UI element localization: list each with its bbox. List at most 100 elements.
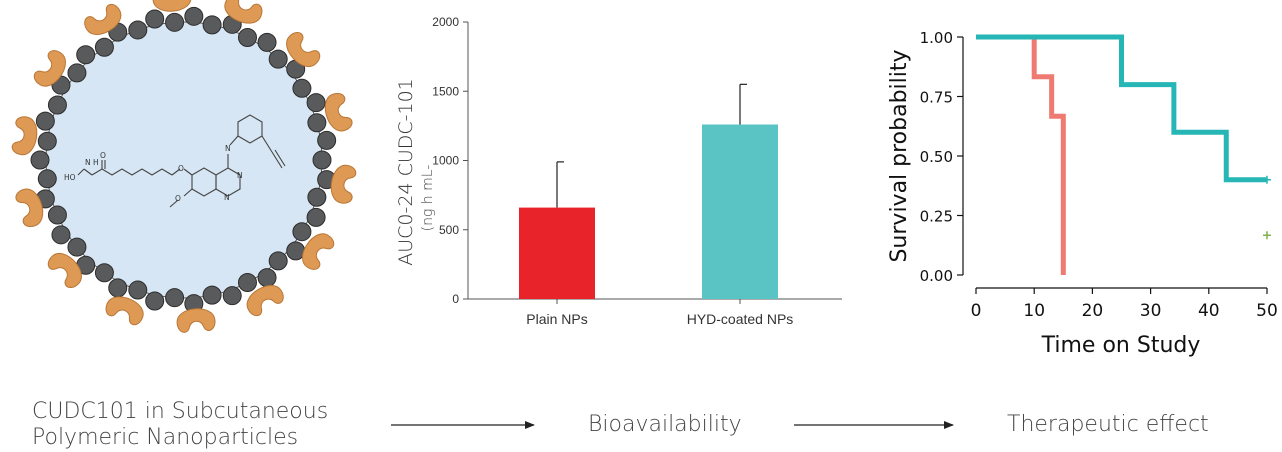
km-x-tick-label: 50 xyxy=(1256,301,1278,321)
coating-unit xyxy=(11,116,38,156)
shell-bead xyxy=(257,32,277,52)
bar-x-tick-label: HYD-coated NPs xyxy=(687,311,794,327)
mol-label-n-amine: N xyxy=(225,144,231,153)
coating-unit-shape xyxy=(84,3,122,35)
cudc101-structure xyxy=(77,114,286,208)
ether-bond-2 xyxy=(183,168,193,176)
km-x-tick-label: 40 xyxy=(1198,301,1220,321)
caption-step1-line2: Polymeric Nanoparticles xyxy=(32,425,299,450)
km-x-tick-label: 30 xyxy=(1140,301,1162,321)
km-x-tick-label: 20 xyxy=(1082,301,1104,321)
shell-bead xyxy=(286,241,306,261)
mol-label-nh: N H xyxy=(85,158,99,167)
coating-unit xyxy=(47,253,82,288)
bar-chart-ylabel-units: (ng h mL- xyxy=(420,165,436,232)
shell-bead xyxy=(35,111,55,131)
ethynyl-bond xyxy=(261,135,273,153)
shell-bead xyxy=(257,268,277,288)
shell-bead xyxy=(268,49,288,69)
shell-bead xyxy=(37,131,57,151)
ethynyl-triple-1 xyxy=(271,151,283,169)
coating-unit-shape xyxy=(224,0,263,24)
shell-bead xyxy=(51,225,71,245)
coating-unit xyxy=(152,0,192,12)
methoxy-bond-2 xyxy=(169,199,179,208)
mol-label-n-ring2: N xyxy=(224,193,230,202)
survival-chart-axes: 0.00 0.25 0.50 0.75 1.00 0 10 20 30 40 50 xyxy=(920,29,1278,321)
shell-bead xyxy=(222,286,242,306)
km-y-tick-label: 1.00 xyxy=(920,29,953,47)
shell-bead xyxy=(306,207,326,227)
coating-unit xyxy=(105,296,144,326)
coating-unit xyxy=(224,0,263,24)
bar-x-tick-label: Plain NPs xyxy=(526,311,587,327)
shell-bead xyxy=(165,288,185,308)
shell-bead xyxy=(268,251,288,271)
caption-step2: Bioavailability xyxy=(588,412,742,437)
km-x-tick-label: 0 xyxy=(971,301,982,321)
coating-unit-shape xyxy=(105,296,144,326)
coating-unit xyxy=(15,188,44,228)
km-y-tick-label: 0.75 xyxy=(920,89,953,107)
ho-bond xyxy=(77,168,85,176)
bar-y-tick-label: 1500 xyxy=(432,84,459,98)
coating-unit xyxy=(84,3,122,35)
km-x-tick-label: 10 xyxy=(1023,301,1045,321)
bar-chart-axes: 0 500 1000 1500 2000 Plain NPs HYD-coated NPs xyxy=(432,15,842,327)
shell-bead xyxy=(165,12,185,32)
shell-bead xyxy=(307,187,327,207)
shell-bead xyxy=(128,20,148,40)
coating-unit-shape xyxy=(152,0,192,12)
shell-bead xyxy=(145,291,165,311)
shell-bead xyxy=(128,280,148,300)
shell-bead xyxy=(94,263,114,283)
shell-bead xyxy=(67,237,87,257)
survival-chart: 0.00 0.25 0.50 0.75 1.00 0 10 20 30 40 50 Survival… xyxy=(887,29,1278,358)
shell-bead xyxy=(108,278,128,298)
survival-chart-ylabel: Survival probability xyxy=(887,49,912,262)
nanoparticle-illustration: N H HO O O O N N N xyxy=(11,0,357,333)
shell-bead xyxy=(237,273,257,293)
coating-unit-shape xyxy=(302,233,335,270)
coating-unit-shape xyxy=(286,32,321,67)
bar-y-tick-label: 500 xyxy=(439,223,459,237)
coating-unit-shape xyxy=(246,285,284,317)
shell-bead xyxy=(202,15,222,35)
bar-plain-nps xyxy=(519,207,595,299)
km-series-red xyxy=(976,34,1066,275)
aliphatic-chain xyxy=(91,168,173,176)
mol-label-o-carbonyl: O xyxy=(100,151,106,160)
km-y-tick-label: 0.25 xyxy=(920,208,953,226)
shell-bead xyxy=(145,9,165,29)
methoxy-bond xyxy=(183,188,193,197)
coating-unit-shape xyxy=(330,164,357,204)
mol-label-o-ether: O xyxy=(178,164,184,173)
shell-bead xyxy=(306,93,326,113)
phenyl-ring xyxy=(237,114,263,144)
shell-bead xyxy=(67,63,87,83)
shell-bead xyxy=(76,45,96,65)
coating-unit xyxy=(286,32,321,67)
coating-unit xyxy=(324,92,353,132)
survival-chart-xlabel: Time on Study xyxy=(1041,333,1201,358)
mol-label-ho: HO xyxy=(64,173,76,182)
km-series-teal xyxy=(976,34,1267,183)
coating-unit xyxy=(302,233,335,270)
shell-bead xyxy=(30,150,50,170)
shell-bead xyxy=(184,6,204,26)
km-y-tick-label: 0.00 xyxy=(920,267,953,285)
shell-bead xyxy=(312,150,332,170)
nh-bond xyxy=(83,168,93,176)
coating-unit-shape xyxy=(47,253,82,288)
coating-unit-shape xyxy=(33,50,66,87)
shell-bead xyxy=(47,205,67,225)
mol-label-o-methoxy: O xyxy=(175,194,181,203)
bar-y-tick-label: 2000 xyxy=(432,15,459,29)
shell-bead xyxy=(37,169,57,189)
bar-chart-ylabel: AUC0-24 CUDC-101 xyxy=(395,78,417,266)
shell-bead xyxy=(317,130,337,150)
bar-hyd-coated-nps xyxy=(702,124,778,300)
shell-bead xyxy=(292,78,312,98)
